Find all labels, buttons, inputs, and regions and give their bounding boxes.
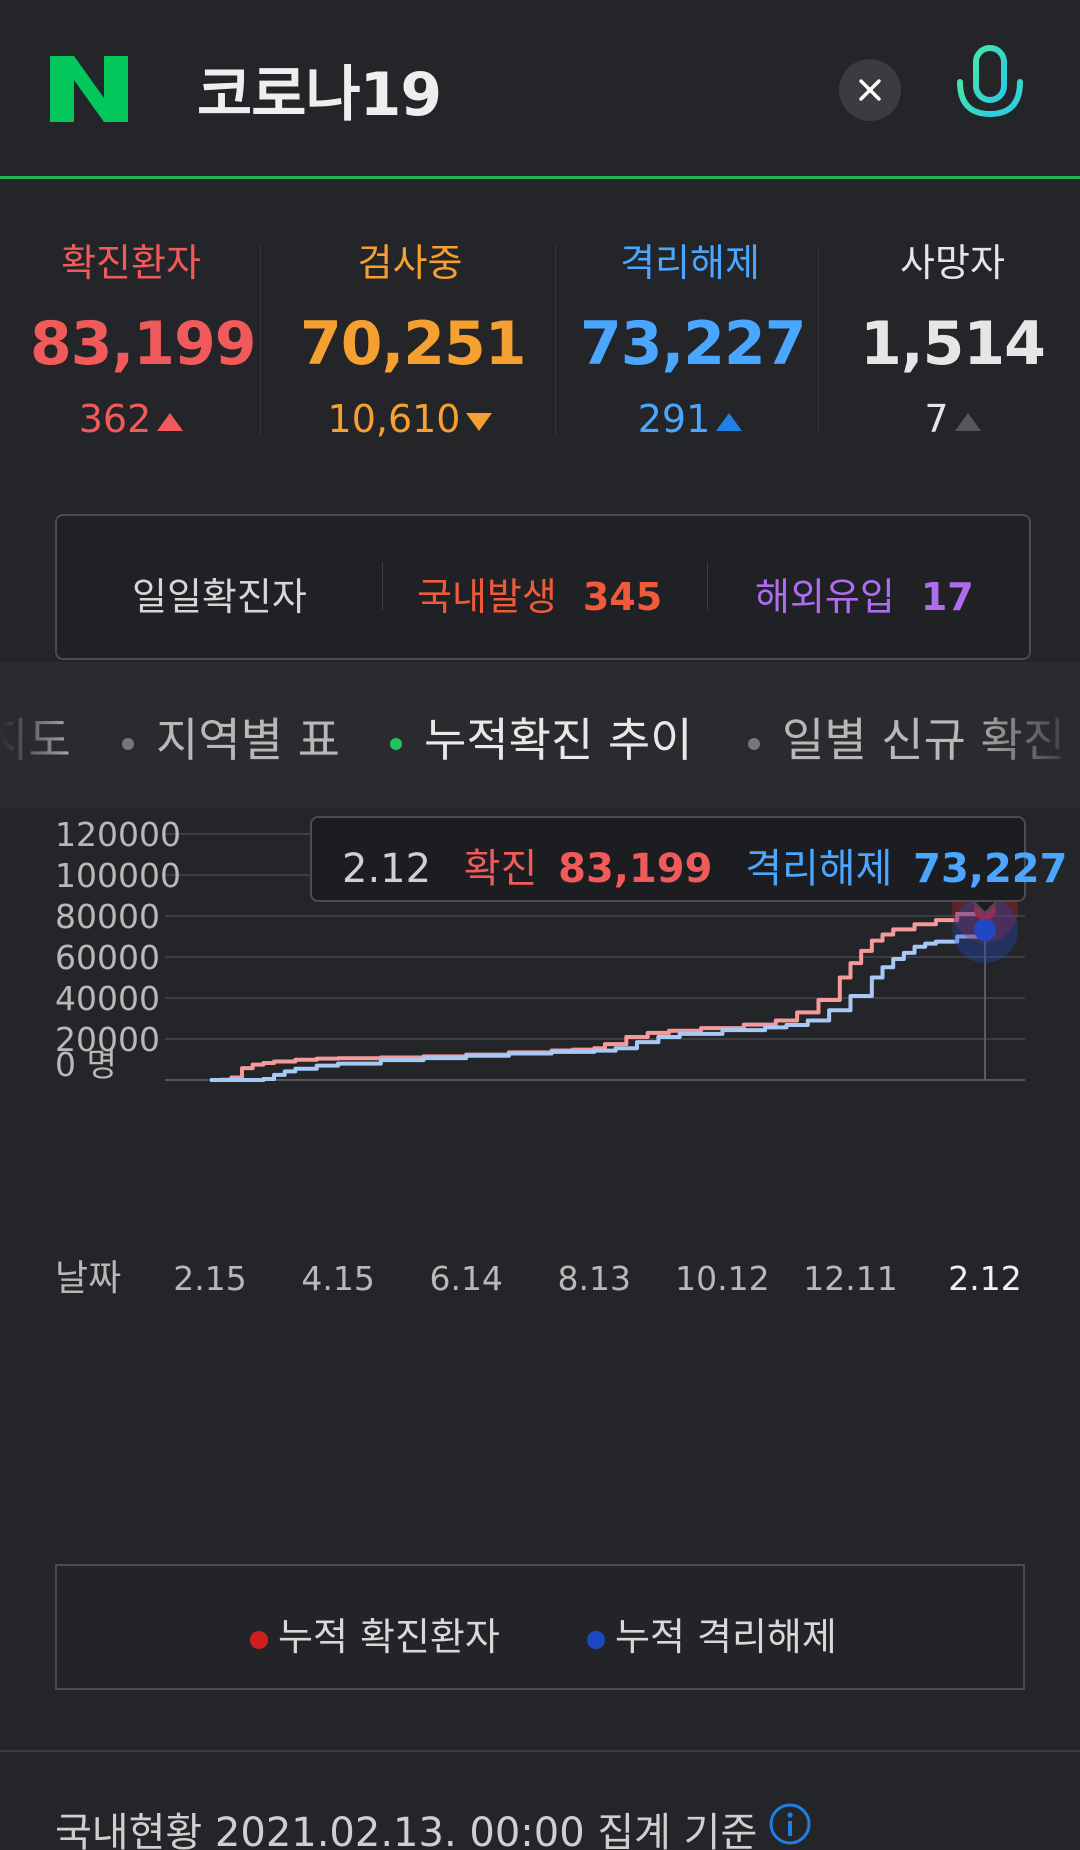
chart-tooltip: 2.12 확진 83,199 격리해제 73,227 [310,816,1067,902]
y-tick-label: 0 명 [55,1045,117,1084]
stat-divider [818,245,819,435]
tab-dot [748,737,760,750]
arrow-down-icon [466,412,493,431]
y-tick-label: 120000 [55,815,181,854]
stat-testing: 검사중 70,251 10,610 [300,232,527,441]
close-icon [859,79,881,101]
stat-confirmed: 확진환자 83,199 362 [30,232,257,441]
stat-delta: 291 [580,397,800,441]
x-tick-label: 6.14 [429,1259,502,1298]
stat-released: 격리해제 73,227 291 [580,232,807,441]
stat-divider [260,245,261,435]
tab-label: 지역별 표 [156,713,340,767]
y-tick-label: 100000 [55,856,181,895]
chart-tabs: 지도 지역별 표 누적확진 추이 일별 신규 확진 [0,662,1080,808]
arrow-up-icon [954,412,981,431]
legend-dot [250,1630,268,1649]
tab-cumulative-trend[interactable]: 누적확진 추이 [390,704,693,770]
daily-domestic-value: 345 [582,575,663,619]
chart-legend: 누적 확진환자 누적 격리해제 [55,1564,1025,1690]
stat-value: 83,199 [30,309,257,379]
tab-dot [390,737,402,750]
y-tick-label: 60000 [55,938,160,977]
tooltip-confirmed-value: 83,199 [558,846,713,892]
x-tick-label: 4.15 [301,1259,374,1298]
stat-value: 73,227 [580,309,807,379]
legend-item-confirmed[interactable]: 누적 확진환자 [250,1606,500,1661]
voice-search-button[interactable] [950,44,1030,136]
stat-delta: 7 [860,397,1045,441]
tooltip-released-label: 격리해제 [745,846,893,892]
tab-dot [122,737,134,750]
search-header: 코로나19 [0,0,1080,178]
info-icon[interactable] [768,1802,812,1846]
daily-overseas-value: 17 [920,575,974,619]
daily-domestic: 국내발생 345 [417,566,662,621]
tooltip-confirmed-label: 확진 [463,846,538,892]
x-tick-label: 2.12 [948,1259,1021,1298]
stat-value: 1,514 [860,309,1046,379]
x-tick-label: 12.11 [803,1259,897,1298]
tab-label: 누적확진 추이 [424,713,693,767]
naver-logo[interactable] [50,56,128,122]
footer-divider [0,1750,1080,1752]
x-axis-ticks: 2.15 4.15 6.14 8.13 10.12 12.11 2.12 [173,1259,1021,1298]
stat-label: 검사중 [357,241,463,285]
legend-label: 누적 확진환자 [278,1615,500,1659]
footer-status: 국내현황 2021.02.13. 00:00 집계 기준 [55,1810,758,1850]
stat-delta-value: 10,610 [327,397,461,441]
x-tick-label: 2.15 [173,1259,246,1298]
stat-value: 70,251 [300,309,527,379]
search-input[interactable]: 코로나19 [197,60,442,130]
stat-delta-value: 7 [924,397,949,441]
x-tick-label: 10.12 [675,1259,769,1298]
stat-delta-value: 362 [78,397,152,441]
daily-divider [382,562,383,610]
series-line [210,929,987,1082]
tooltip-released-value: 73,227 [913,846,1068,892]
legend-item-released[interactable]: 누적 격리해제 [587,1606,837,1661]
daily-domestic-label: 국내발생 [417,575,557,619]
legend-label: 누적 격리해제 [615,1615,837,1659]
stat-label: 격리해제 [620,241,760,285]
chart-markers [952,876,1018,963]
daily-overseas: 해외유입 17 [755,566,974,621]
tab-fade-left [0,662,80,808]
x-axis-label: 날짜 [55,1258,121,1299]
chart-series [210,908,987,1082]
stat-delta-value: 291 [637,397,711,441]
header-divider [0,176,1080,179]
y-tick-label: 20000 [55,1020,160,1059]
point-marker [974,918,996,941]
y-tick-label: 80000 [55,897,160,936]
stat-label: 사망자 [900,241,1005,285]
clear-search-button[interactable] [839,59,901,121]
series-line [210,908,987,1082]
daily-title: 일일확진자 [132,575,307,619]
arrow-up-icon [716,412,743,431]
legend-dot [587,1630,605,1649]
daily-divider [707,562,708,610]
stat-deaths: 사망자 1,514 7 [860,232,1046,441]
stat-divider [555,245,556,435]
x-tick-label: 8.13 [558,1259,631,1298]
daily-overseas-label: 해외유입 [755,575,895,619]
daily-confirmed-box: 일일확진자 국내발생 345 해외유입 17 [55,514,1031,660]
microphone-icon [957,45,1023,135]
stat-delta: 362 [30,397,232,441]
stat-label: 확진환자 [61,241,201,285]
tab-region-table[interactable]: 지역별 표 [122,704,340,770]
tooltip-date: 2.12 [342,846,432,892]
tab-fade-right [970,662,1080,808]
stat-delta: 10,610 [300,397,520,441]
y-tick-label: 40000 [55,979,160,1018]
chart-grid [165,833,1025,1081]
arrow-up-icon [157,412,184,431]
